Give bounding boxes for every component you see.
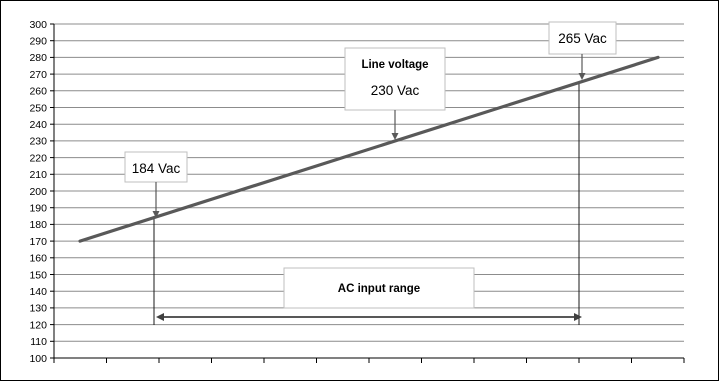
y-tick-label-190: 190: [29, 203, 47, 215]
callout-low-arrowhead: [152, 211, 160, 218]
range-box: [283, 267, 475, 309]
y-tick-label-110: 110: [30, 336, 47, 348]
callout-low-box: [124, 151, 188, 183]
y-tick-label-130: 130: [29, 303, 47, 315]
y-tick-label-220: 220: [29, 152, 47, 164]
series-line: [78, 55, 660, 243]
y-tick-label-100: 100: [29, 353, 47, 365]
callout-low-label: 184 Vac: [132, 161, 181, 176]
y-tick-label-170: 170: [29, 236, 47, 248]
callout-high-label: 265 Vac: [558, 31, 607, 46]
y-tick-labels: 300 290 280 270 260 250 240 230 220 210 200 190 180 1…: [29, 19, 54, 365]
y-tick-label-280: 280: [29, 52, 47, 64]
y-tick-label-210: 210: [29, 169, 47, 181]
y-tick-label-270: 270: [29, 69, 47, 81]
y-tick-label-180: 180: [29, 219, 47, 231]
marker-lines: [153, 82, 580, 325]
range-arrowhead-right: [574, 313, 582, 321]
y-tick-label-300: 300: [29, 19, 47, 31]
y-tick-label-230: 230: [29, 136, 47, 148]
range-label: AC input range: [338, 283, 420, 295]
range-arrowhead-left: [156, 313, 164, 321]
x-tick-marks: [53, 358, 685, 363]
callout-mid: Line voltage 230 Vac: [344, 47, 446, 140]
callout-mid-box: [344, 47, 446, 111]
y-tick-label-240: 240: [29, 119, 47, 131]
y-tick-label-150: 150: [29, 269, 47, 281]
series-group: [78, 55, 660, 243]
callout-mid-label: 230 Vac: [371, 83, 420, 98]
callout-high-arrowhead: [578, 73, 586, 80]
y-tick-label-160: 160: [29, 253, 47, 265]
callout-mid-title: Line voltage: [361, 59, 428, 71]
callout-low: 184 Vac: [124, 151, 188, 218]
y-tick-label-250: 250: [29, 102, 47, 114]
callout-high: 265 Vac: [548, 21, 617, 80]
y-tick-label-200: 200: [29, 186, 47, 198]
y-tick-label-120: 120: [29, 319, 47, 331]
y-tick-label-290: 290: [29, 36, 47, 48]
y-tick-label-140: 140: [29, 286, 47, 298]
callout-mid-arrowhead: [391, 133, 399, 140]
range-annotation: AC input range: [156, 267, 582, 321]
y-tick-label-260: 260: [29, 86, 47, 98]
